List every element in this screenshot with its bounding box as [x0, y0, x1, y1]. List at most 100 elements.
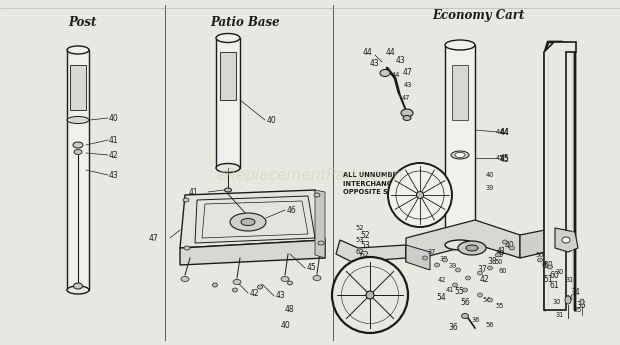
Ellipse shape — [67, 117, 89, 124]
Ellipse shape — [184, 246, 190, 250]
Ellipse shape — [466, 245, 478, 251]
Ellipse shape — [456, 268, 461, 272]
Polygon shape — [406, 220, 520, 262]
Text: 55: 55 — [454, 287, 464, 296]
Text: 40: 40 — [267, 116, 277, 125]
Text: 35: 35 — [574, 307, 582, 313]
Text: 41: 41 — [109, 136, 118, 145]
Text: 40: 40 — [281, 321, 291, 329]
Text: 41: 41 — [497, 247, 507, 256]
Polygon shape — [452, 65, 468, 120]
Text: 42: 42 — [109, 150, 118, 159]
Text: 47: 47 — [403, 68, 413, 77]
Text: 45: 45 — [496, 155, 504, 161]
Text: 50: 50 — [495, 259, 503, 265]
Text: 40: 40 — [485, 172, 494, 178]
Text: 43: 43 — [370, 59, 379, 68]
Text: Patio Base: Patio Base — [210, 16, 280, 29]
Ellipse shape — [463, 288, 467, 292]
Polygon shape — [67, 50, 89, 290]
Text: 30: 30 — [556, 269, 564, 275]
Text: 42: 42 — [438, 277, 446, 283]
Ellipse shape — [453, 283, 458, 287]
Text: 31: 31 — [566, 277, 574, 283]
Text: 40: 40 — [505, 241, 515, 250]
Ellipse shape — [477, 271, 482, 275]
Ellipse shape — [562, 237, 570, 243]
Polygon shape — [180, 240, 325, 265]
Ellipse shape — [366, 291, 374, 299]
Text: 44: 44 — [386, 48, 396, 57]
Polygon shape — [406, 245, 430, 270]
Ellipse shape — [230, 213, 266, 231]
Ellipse shape — [477, 293, 482, 297]
Polygon shape — [445, 45, 475, 245]
Text: 44: 44 — [500, 128, 510, 137]
Ellipse shape — [318, 241, 324, 245]
Text: 43: 43 — [276, 292, 286, 300]
Ellipse shape — [213, 283, 218, 287]
Polygon shape — [70, 65, 86, 110]
Ellipse shape — [403, 116, 411, 120]
Text: 36: 36 — [448, 323, 458, 332]
Text: 60: 60 — [549, 271, 559, 280]
Ellipse shape — [67, 286, 89, 294]
Ellipse shape — [388, 163, 452, 227]
Ellipse shape — [495, 253, 500, 257]
Text: 37: 37 — [477, 265, 487, 274]
Polygon shape — [336, 240, 406, 262]
Ellipse shape — [487, 266, 492, 270]
Text: 41: 41 — [188, 187, 198, 197]
Text: 52: 52 — [356, 225, 365, 231]
Text: 60: 60 — [542, 262, 551, 268]
Ellipse shape — [565, 296, 571, 304]
Text: 53: 53 — [356, 237, 364, 243]
Text: 42: 42 — [250, 288, 260, 297]
Text: 38: 38 — [440, 256, 448, 262]
Ellipse shape — [281, 276, 289, 282]
Ellipse shape — [445, 40, 475, 50]
Ellipse shape — [216, 33, 240, 42]
Polygon shape — [544, 42, 576, 310]
Polygon shape — [315, 190, 325, 258]
Text: 62: 62 — [360, 251, 370, 260]
Ellipse shape — [216, 164, 240, 172]
Text: 43: 43 — [396, 56, 405, 65]
Ellipse shape — [451, 151, 469, 159]
Ellipse shape — [257, 285, 262, 289]
Text: 60: 60 — [498, 268, 507, 274]
Ellipse shape — [332, 257, 408, 333]
Text: 39: 39 — [486, 185, 494, 191]
Ellipse shape — [183, 198, 189, 202]
Ellipse shape — [74, 149, 82, 155]
Ellipse shape — [380, 69, 390, 77]
Text: 46: 46 — [287, 206, 297, 215]
Text: ALL UNNUMBERED PARTS
INTERCHANGEABLE WITH
OPPOSITE SIDE.: ALL UNNUMBERED PARTS INTERCHANGEABLE WIT… — [343, 172, 438, 195]
Ellipse shape — [443, 258, 448, 262]
Ellipse shape — [580, 299, 584, 305]
Text: 56: 56 — [485, 322, 494, 328]
Text: 34: 34 — [570, 288, 580, 297]
Text: 47: 47 — [148, 234, 158, 243]
Ellipse shape — [233, 279, 241, 285]
Text: 35: 35 — [576, 301, 586, 310]
Text: 63: 63 — [356, 261, 364, 267]
Text: 30: 30 — [553, 299, 561, 305]
Text: 45: 45 — [500, 154, 510, 162]
Text: Post: Post — [68, 16, 96, 29]
Ellipse shape — [422, 256, 428, 260]
Text: 51: 51 — [543, 275, 552, 284]
Text: 47: 47 — [402, 95, 410, 101]
Ellipse shape — [74, 283, 82, 289]
Ellipse shape — [401, 109, 413, 117]
Text: 50: 50 — [536, 252, 544, 258]
Ellipse shape — [487, 298, 492, 302]
Text: 42: 42 — [480, 275, 490, 284]
Text: 50: 50 — [543, 261, 553, 270]
Ellipse shape — [502, 240, 508, 244]
Text: 44: 44 — [392, 72, 401, 78]
Ellipse shape — [232, 288, 237, 292]
Ellipse shape — [458, 241, 486, 255]
Text: 54: 54 — [483, 297, 491, 303]
Ellipse shape — [313, 276, 321, 280]
